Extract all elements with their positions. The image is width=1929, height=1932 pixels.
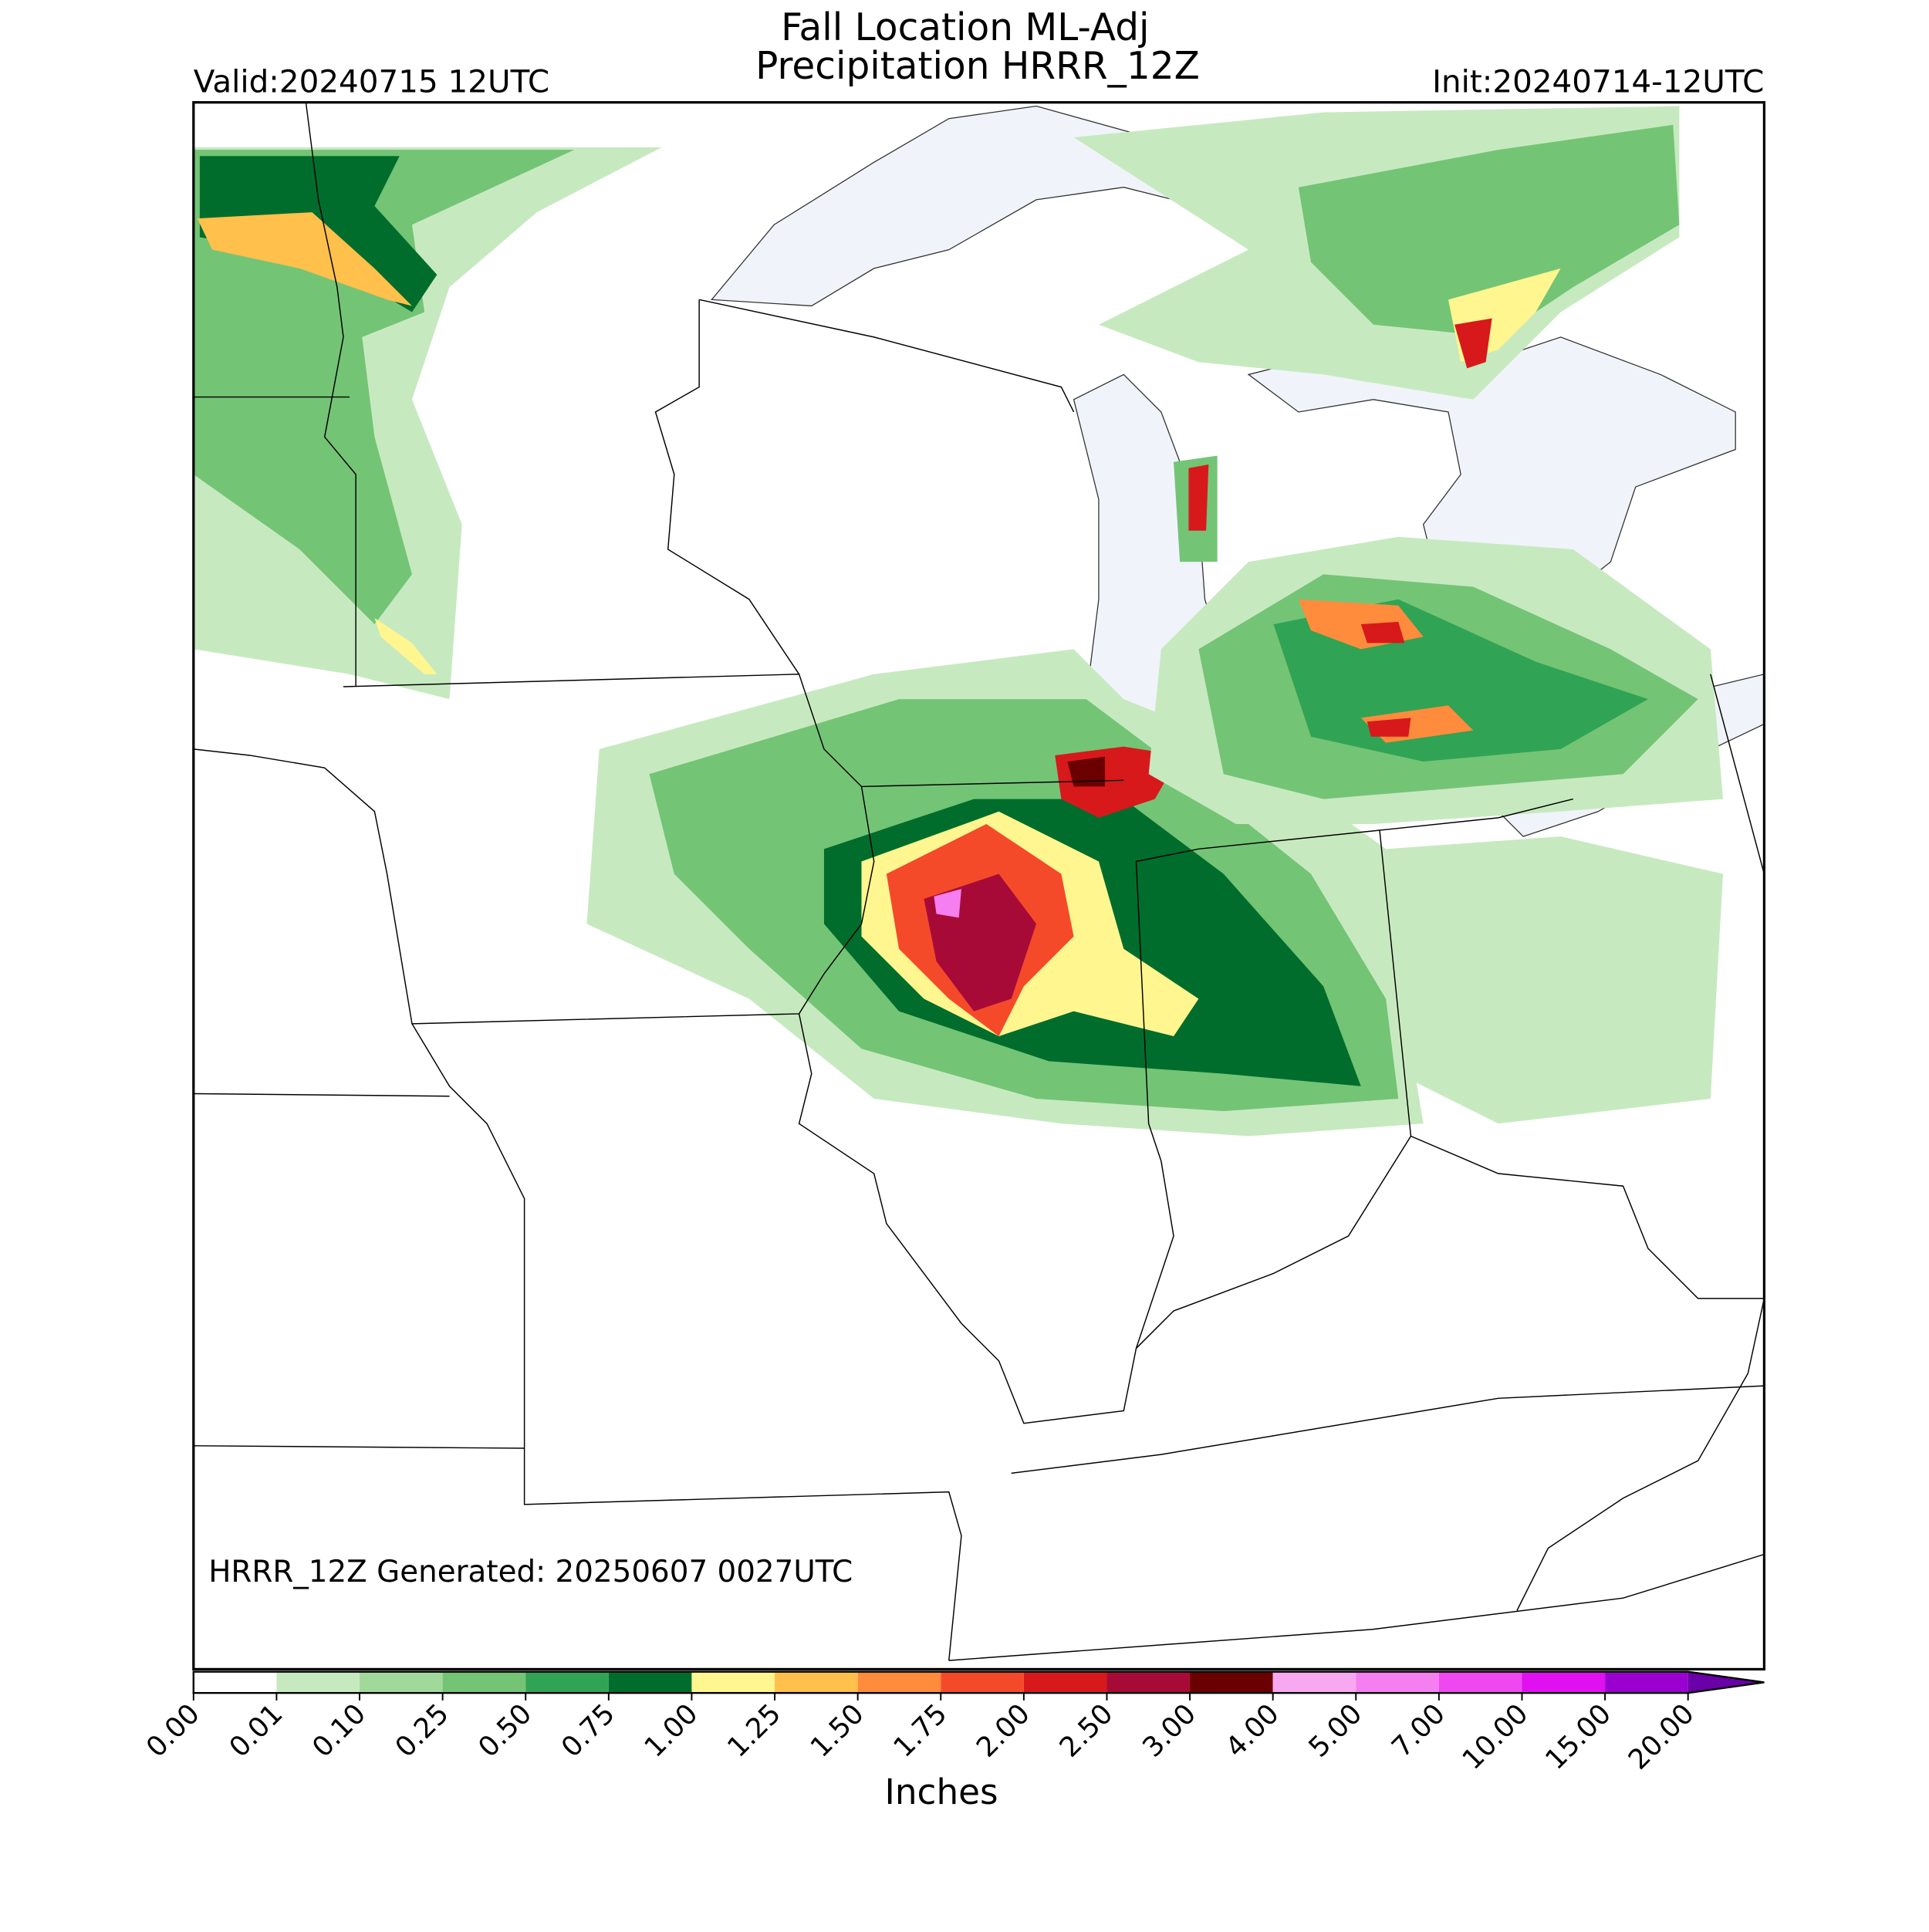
- map-shape: [1298, 124, 1680, 337]
- map-shape: [1011, 1385, 1765, 1474]
- map-shape: [1135, 1136, 1412, 1349]
- map-shape: [1379, 798, 1574, 831]
- init-label: Init:20240714-12UTC: [1432, 63, 1764, 100]
- colorbar-tick-label: 10.00: [1457, 1698, 1535, 1776]
- colorbar-segment: [1438, 1671, 1522, 1694]
- colorbar-segment: [1023, 1671, 1107, 1694]
- colorbar-segment: [1522, 1671, 1606, 1694]
- map-shape: [193, 1093, 450, 1097]
- colorbar-tick-label: 0.25: [390, 1698, 455, 1764]
- map-shape: [1360, 621, 1405, 643]
- colorbar-extension: [1687, 1671, 1765, 1694]
- colorbar-tick-label: 4.00: [1220, 1698, 1285, 1764]
- colorbar-tick-label: 15.00: [1539, 1698, 1617, 1776]
- colorbar-tick-label: 3.00: [1137, 1698, 1202, 1764]
- colorbar-segment: [360, 1671, 443, 1694]
- colorbar-segment: [857, 1671, 941, 1694]
- colorbar-segment: [1272, 1671, 1356, 1694]
- precipitation: [193, 106, 1724, 1137]
- map-shape: [1710, 674, 1765, 874]
- colorbar: 0.00 0.01 0.10 0.25 0.50 0.75 1.00 1.25 1.50 1.75…: [140, 1670, 1765, 1776]
- map-shape: [1067, 756, 1106, 787]
- colorbar-label: Inches: [884, 1772, 998, 1812]
- map-shape: [1367, 718, 1411, 737]
- generated-label: HRRR_12Z Generated: 20250607 0027UTC: [208, 1555, 853, 1589]
- colorbar-tick-label: 20.00: [1623, 1698, 1701, 1776]
- colorbar-tick-label: 5.00: [1302, 1698, 1368, 1764]
- map-shape: [654, 299, 800, 675]
- colorbar-segment: [691, 1671, 775, 1694]
- colorbar-segment: [525, 1671, 609, 1694]
- colorbar-segment: [941, 1671, 1024, 1694]
- colorbar-segment: [1605, 1671, 1688, 1694]
- map-shape: [698, 299, 1075, 413]
- title-line: Precipitation HRRR_12Z: [755, 45, 1200, 88]
- colorbar-tick-label: 1.75: [887, 1698, 953, 1764]
- colorbar-segment: [608, 1671, 692, 1694]
- map-shape: [1516, 1298, 1765, 1611]
- colorbar-segment: [1190, 1671, 1273, 1694]
- colorbar-tick-label: 0.75: [556, 1698, 621, 1764]
- colorbar-tick-label: 1.25: [721, 1698, 787, 1764]
- map-shape: [374, 617, 437, 674]
- map-shape: [1188, 464, 1209, 531]
- colorbar-tick-label: 0.01: [223, 1698, 289, 1764]
- map-shape: [343, 674, 1124, 788]
- map: HRRR_12Z Generated: 20250607 0027UTC: [193, 102, 1765, 1661]
- map-shape: [197, 212, 412, 306]
- colorbar-tick-label: 2.00: [971, 1698, 1036, 1764]
- map-shape: [1454, 318, 1492, 369]
- colorbar-segment: [775, 1671, 858, 1694]
- map-shape: [798, 829, 1765, 1424]
- map-shape: [1386, 836, 1724, 1124]
- colorbar-tick-label: 1.00: [639, 1698, 704, 1764]
- map-frame: [192, 101, 1766, 1671]
- map-shape: [193, 150, 575, 625]
- colorbar-segment: [1106, 1671, 1191, 1694]
- colorbar-tick-label: 2.50: [1054, 1698, 1120, 1764]
- colorbar-tick-label: 0.00: [140, 1698, 206, 1764]
- colorbar-tick-label: 7.00: [1386, 1698, 1451, 1764]
- valid-label: Valid:20240715 12UTC: [194, 63, 549, 100]
- colorbar-segment: [193, 1671, 277, 1694]
- colorbar-segment: [276, 1671, 360, 1694]
- colorbar-tick-label: 0.50: [472, 1698, 538, 1764]
- colorbar-tick-label: 1.50: [805, 1698, 870, 1764]
- map-shape: [934, 889, 961, 918]
- state-borders: [193, 102, 1765, 1661]
- colorbar-segment: [442, 1671, 526, 1694]
- colorbar-tick-label: 0.10: [306, 1698, 372, 1764]
- colorbar-segment: [1356, 1671, 1439, 1694]
- map-shape: [193, 1445, 525, 1449]
- map-shape: [948, 1553, 1765, 1661]
- colorbar-outline: [192, 1670, 1765, 1694]
- map-shape: [305, 102, 356, 687]
- title-line: Fall Location ML-Adj: [781, 6, 1149, 49]
